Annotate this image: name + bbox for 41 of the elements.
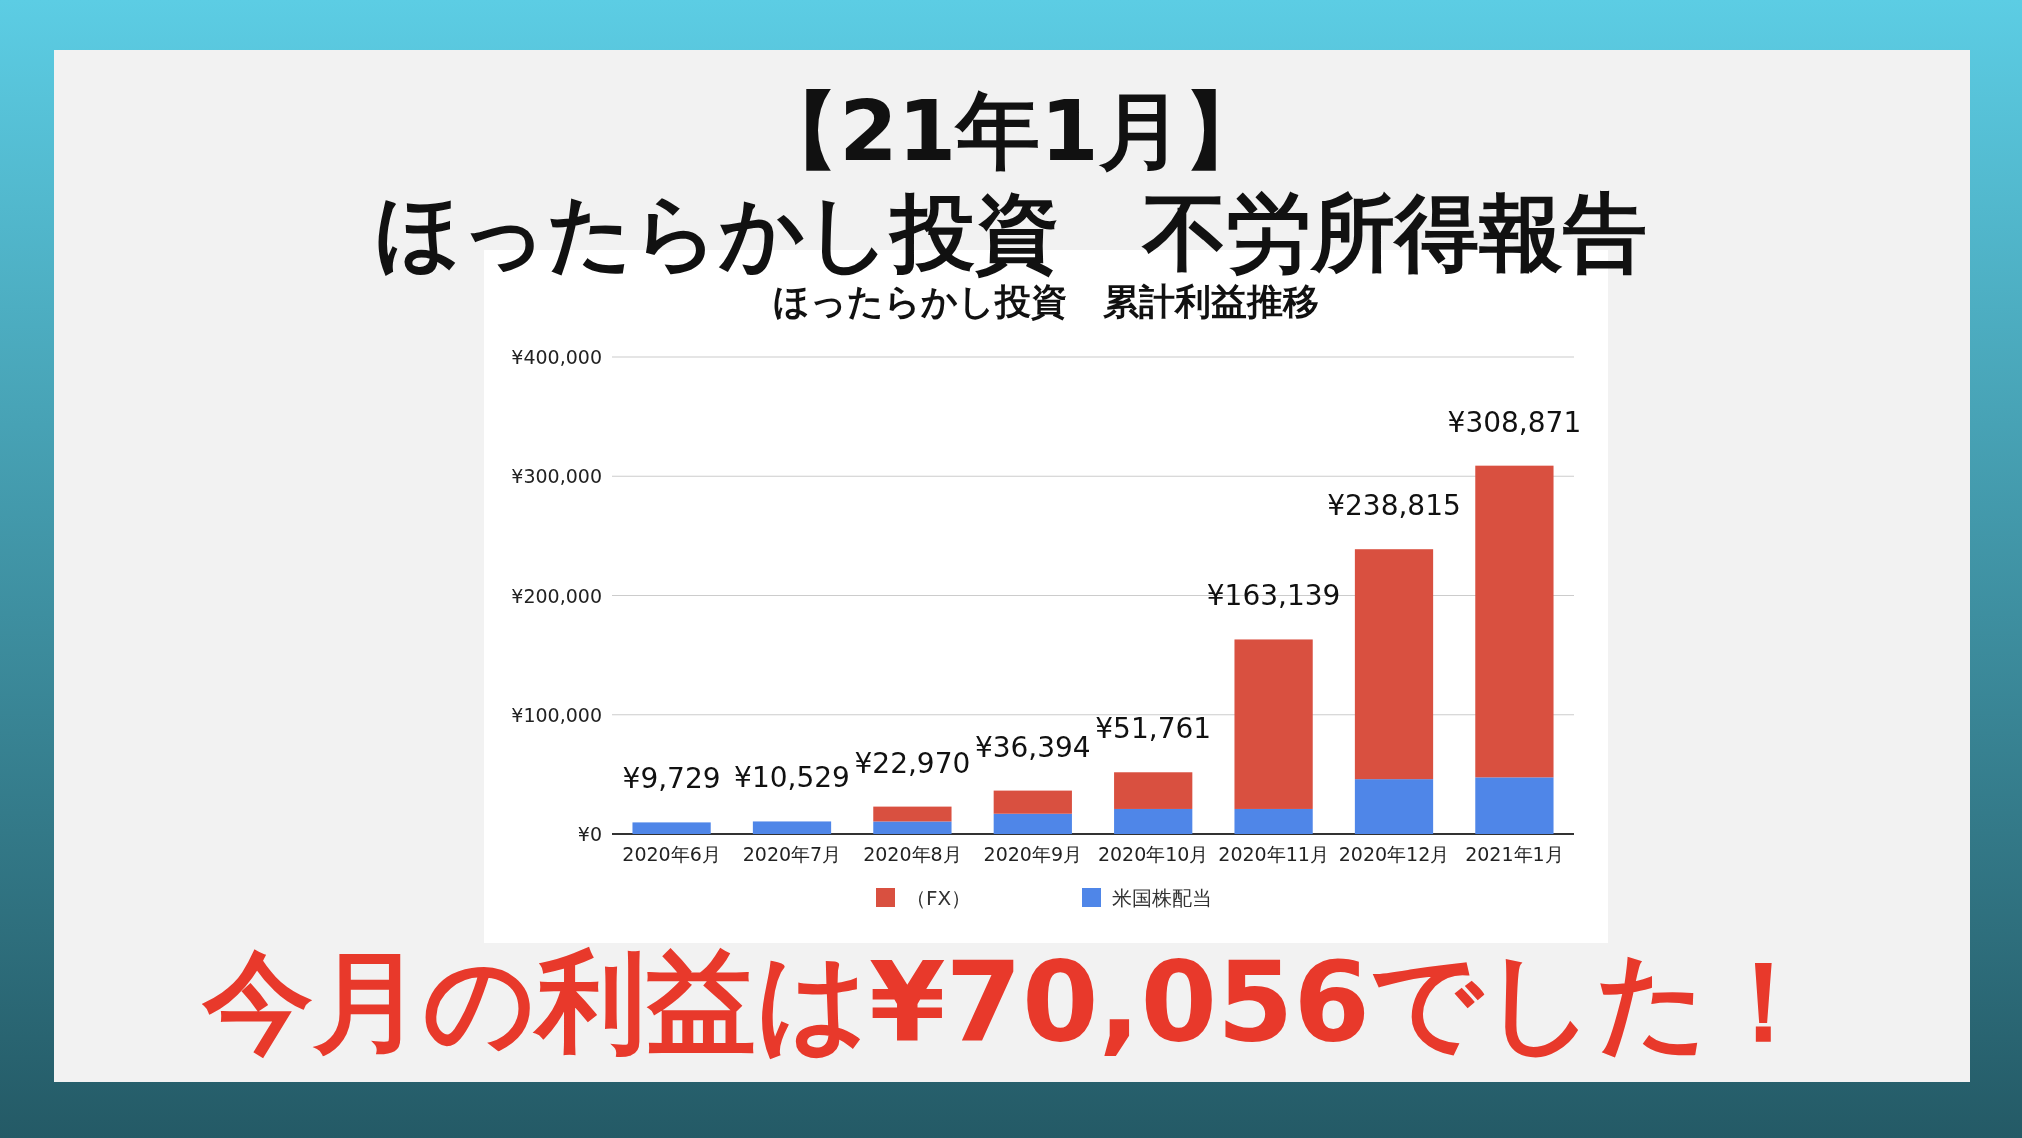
bar (1234, 639, 1313, 809)
x-tick-label: 2021年1月 (1465, 843, 1564, 865)
x-tick-label: 2020年9月 (983, 843, 1083, 865)
bar (1475, 465, 1554, 778)
bar (1475, 777, 1554, 834)
bar (1114, 808, 1193, 834)
x-tick-label: 2020年6月 (622, 843, 721, 865)
total-label: ¥238,815 (1327, 489, 1461, 523)
total-label: ¥163,139 (1206, 579, 1341, 613)
legend-label: （FX） (906, 886, 972, 910)
total-label: ¥51,761 (1095, 712, 1212, 746)
chart-title: 【21年1月】 (755, 82, 1267, 180)
x-tick-label: 2020年8月 (863, 843, 962, 865)
x-tick-label: 2020年10月 (1097, 843, 1209, 865)
legend-label: 米国株配当 (1112, 886, 1212, 910)
bar (873, 821, 952, 834)
x-tick-label: 2020年12月 (1338, 843, 1450, 865)
bar (993, 790, 1072, 814)
chart-subtitle: ほったらかし投資 不労所得報告 (375, 184, 1647, 282)
bar (1354, 549, 1434, 780)
bar (873, 806, 952, 822)
y-tick-label: ¥400,000 (511, 346, 602, 368)
y-tick-label: ¥100,000 (511, 703, 602, 726)
text: 今月の利益は¥70,056でした！ (200, 938, 1820, 1066)
bar (993, 813, 1072, 834)
total-label: ¥10,529 (734, 761, 850, 795)
total-label: ¥22,970 (854, 746, 971, 780)
bar (632, 822, 711, 834)
x-tick-label: 2020年11月 (1218, 843, 1329, 865)
total-label: ¥308,871 (1447, 405, 1582, 439)
total-label: ¥9,729 (622, 762, 721, 796)
text: ほったらかし投資 累計利益推移 (773, 281, 1319, 322)
bar (1234, 808, 1313, 834)
y-tick-label: ¥300,000 (511, 465, 602, 488)
y-tick-label: ¥0 (577, 823, 602, 845)
bar (752, 821, 832, 834)
total-label: ¥36,394 (974, 730, 1091, 764)
y-tick-label: ¥200,000 (511, 584, 602, 607)
bar (1114, 772, 1193, 809)
bar (1354, 779, 1434, 834)
x-tick-label: 2020年7月 (742, 843, 842, 865)
